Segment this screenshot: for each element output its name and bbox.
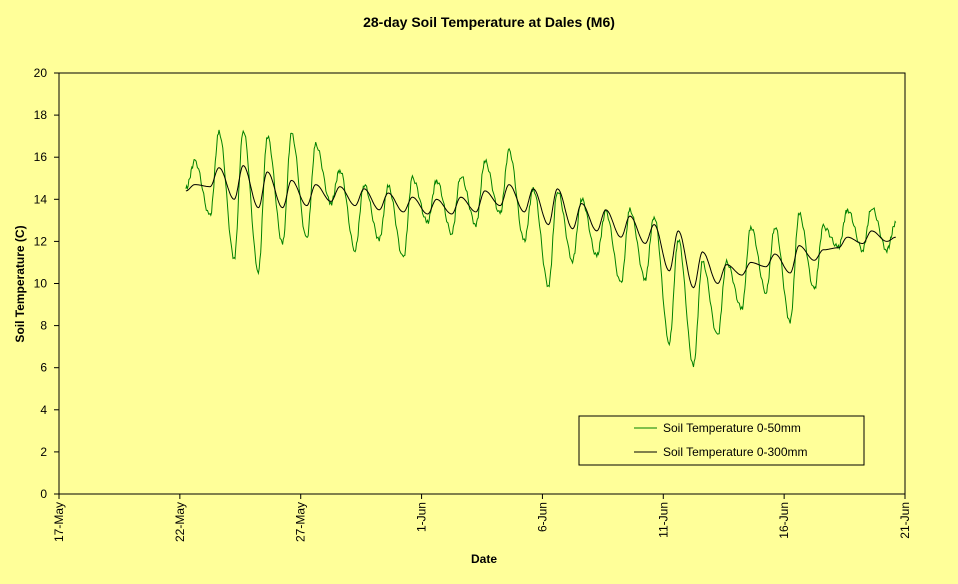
chart-title: 28-day Soil Temperature at Dales (M6) bbox=[363, 14, 615, 30]
y-axis-title: Soil Temperature (C) bbox=[13, 225, 27, 342]
legend: Soil Temperature 0-50mm Soil Temperature… bbox=[578, 415, 865, 466]
x-tick-label-0: 17-May bbox=[52, 502, 66, 542]
x-tick-label-5: 11-Jun bbox=[656, 502, 670, 538]
y-tick-label-4: 8 bbox=[40, 319, 47, 333]
x-tick-label-4: 6-Jun bbox=[535, 502, 549, 532]
x-axis-title: Date bbox=[471, 552, 497, 566]
legend-label-series-2: Soil Temperature 0-300mm bbox=[663, 445, 808, 459]
legend-label-series-1: Soil Temperature 0-50mm bbox=[663, 421, 801, 435]
y-tick-label-7: 14 bbox=[34, 192, 48, 206]
series-layer bbox=[185, 129, 897, 368]
x-tick-label-6: 16-Jun bbox=[777, 502, 791, 539]
y-tick-label-8: 16 bbox=[34, 150, 48, 164]
y-tick-label-10: 20 bbox=[34, 66, 48, 80]
x-tick-label-2: 27-May bbox=[294, 502, 308, 542]
y-tick-label-6: 12 bbox=[34, 234, 48, 248]
y-tick-label-5: 10 bbox=[34, 277, 48, 291]
series-line-1 bbox=[185, 129, 897, 368]
y-tick-label-3: 6 bbox=[40, 361, 47, 375]
series-line-2 bbox=[185, 165, 896, 289]
x-axis: 17-May 22-May 27-May 1-Jun 6-Jun 11-Jun 16-Jun… bbox=[52, 494, 912, 542]
y-axis: 0 2 4 6 8 10 12 14 16 18 20 bbox=[34, 66, 59, 501]
y-tick-label-2: 4 bbox=[40, 403, 47, 417]
y-tick-label-9: 18 bbox=[34, 108, 48, 122]
y-tick-label-1: 2 bbox=[40, 445, 47, 459]
legend-box bbox=[578, 415, 865, 466]
y-tick-label-0: 0 bbox=[40, 487, 47, 501]
x-tick-label-3: 1-Jun bbox=[415, 502, 429, 532]
x-tick-label-7: 21-Jun bbox=[898, 502, 912, 539]
x-tick-label-1: 22-May bbox=[173, 502, 187, 542]
